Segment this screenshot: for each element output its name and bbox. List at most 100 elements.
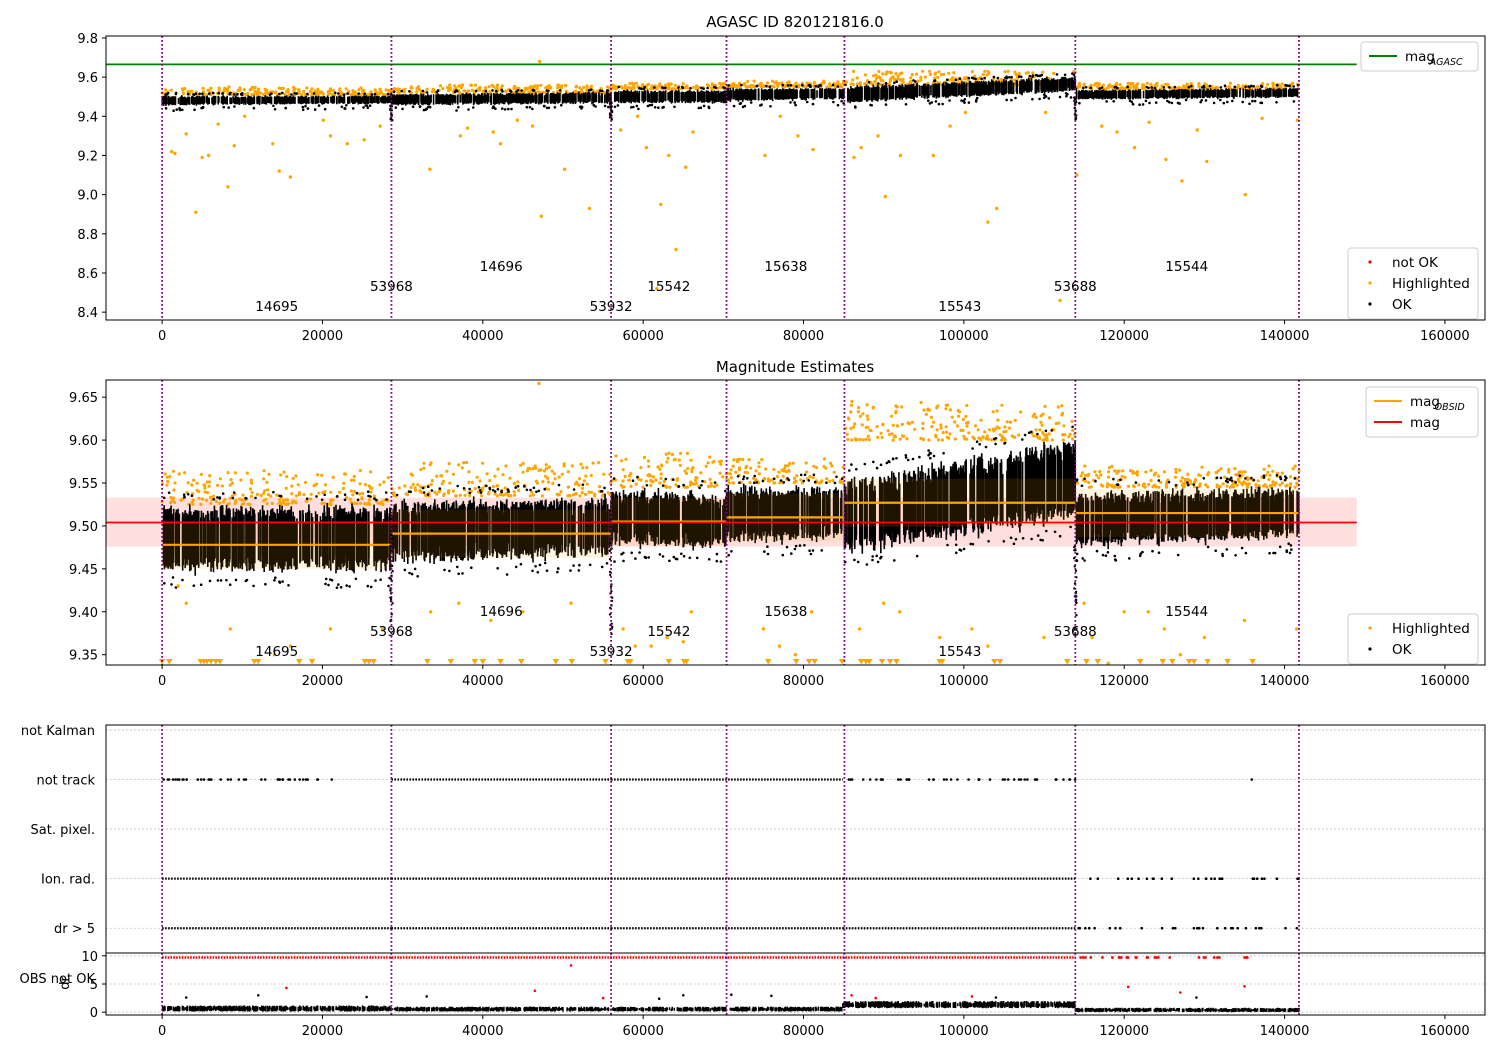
highlighted-point — [1280, 481, 1284, 485]
ok-point — [227, 106, 230, 109]
highlighted-point — [1256, 85, 1260, 89]
ok-point — [1023, 433, 1027, 437]
ok-point — [467, 108, 470, 111]
flag-point — [899, 778, 902, 781]
ok-point — [317, 104, 321, 107]
highlighted-point — [460, 83, 465, 87]
highlighted-point — [677, 458, 682, 462]
highlighted-point — [277, 86, 281, 90]
highlighted-point — [226, 87, 230, 91]
highlighted-outlier — [898, 610, 902, 614]
highlighted-point — [593, 494, 597, 498]
highlighted-point — [560, 472, 564, 476]
ok-point — [1250, 476, 1253, 480]
ok-point — [427, 105, 430, 109]
highlighted-point — [1149, 82, 1153, 86]
highlighted-point — [944, 425, 948, 429]
y-tick-label: 9.45 — [69, 563, 98, 578]
ok-point — [650, 103, 654, 107]
highlighted-point — [367, 498, 372, 502]
flag-point — [242, 778, 246, 781]
ok-point — [677, 86, 680, 89]
flag-point — [1236, 926, 1239, 930]
ok-point — [468, 487, 471, 491]
highlighted-point — [621, 485, 625, 489]
highlighted-point — [262, 469, 266, 473]
highlighted-point — [1098, 469, 1102, 474]
highlighted-point — [858, 437, 862, 442]
dr-outlier-not-ok — [285, 986, 288, 990]
highlighted-point — [737, 466, 742, 470]
highlighted-point — [245, 471, 249, 475]
flag-point — [1145, 877, 1149, 880]
highlighted-point — [189, 89, 194, 93]
highlighted-point — [214, 499, 218, 504]
highlighted-point — [847, 417, 851, 421]
ok-point — [893, 559, 896, 562]
ok-point — [653, 86, 656, 89]
highlighted-point — [589, 473, 593, 478]
highlighted-point — [351, 89, 355, 93]
highlighted-point — [631, 87, 635, 91]
ok-point — [1069, 96, 1073, 99]
y-tick-label: 9.40 — [69, 606, 98, 621]
highlighted-point — [950, 415, 954, 419]
highlighted-point — [403, 87, 407, 91]
highlighted-point — [396, 90, 400, 94]
ok-point — [927, 453, 930, 457]
ok-point — [264, 582, 267, 586]
ok-point — [456, 565, 459, 569]
highlighted-point — [1237, 480, 1241, 484]
ok-point — [714, 86, 718, 90]
ok-point — [638, 86, 641, 90]
dr-outlier-not-ok — [533, 989, 537, 993]
highlighted-point — [849, 426, 853, 430]
highlighted-point — [386, 476, 390, 480]
ok-point — [174, 92, 178, 96]
ok-point — [1208, 84, 1212, 88]
highlighted-point — [496, 484, 500, 488]
highlighted-point — [321, 92, 325, 96]
highlighted-point — [647, 464, 651, 469]
dr-outlier-ok — [365, 995, 368, 999]
highlighted-point — [921, 426, 925, 431]
highlighted-point — [1218, 485, 1222, 489]
highlighted-point — [192, 478, 196, 482]
ok-points — [391, 91, 612, 106]
highlighted-point — [628, 474, 632, 478]
dr-not-ok-point — [1197, 956, 1201, 959]
highlighted-point — [667, 451, 671, 455]
highlighted-point — [447, 89, 451, 93]
ok-point — [1041, 539, 1044, 542]
highlighted-point — [591, 461, 595, 465]
highlighted-point — [1057, 421, 1061, 425]
x-tick-label: 100000 — [939, 329, 989, 344]
dr-not-ok-point — [1212, 956, 1216, 959]
highlighted-point — [448, 86, 453, 90]
highlighted-point — [496, 467, 500, 471]
ok-point — [1186, 483, 1190, 487]
highlighted-point — [621, 479, 625, 483]
flag-point — [1160, 926, 1164, 930]
flag-point — [1244, 926, 1248, 930]
highlighted-point — [1107, 466, 1111, 470]
below-range-marker — [166, 659, 173, 665]
ok-point — [474, 89, 478, 93]
highlighted-point — [928, 69, 932, 73]
ok-point — [301, 108, 305, 112]
ok-point — [535, 490, 538, 494]
ok-point — [980, 77, 983, 81]
ok-point — [600, 565, 604, 569]
highlighted-outlier — [380, 627, 385, 631]
below-range-marker — [665, 659, 673, 665]
ok-point — [461, 572, 464, 575]
ok-point — [738, 102, 742, 105]
flag-point — [1260, 926, 1263, 930]
highlighted-point — [655, 87, 659, 91]
highlighted-point — [902, 434, 906, 438]
ok-point — [769, 105, 772, 108]
flag-point — [171, 778, 175, 781]
highlighted-point — [531, 493, 536, 497]
ok-point — [357, 92, 361, 95]
highlighted-point — [540, 494, 545, 498]
